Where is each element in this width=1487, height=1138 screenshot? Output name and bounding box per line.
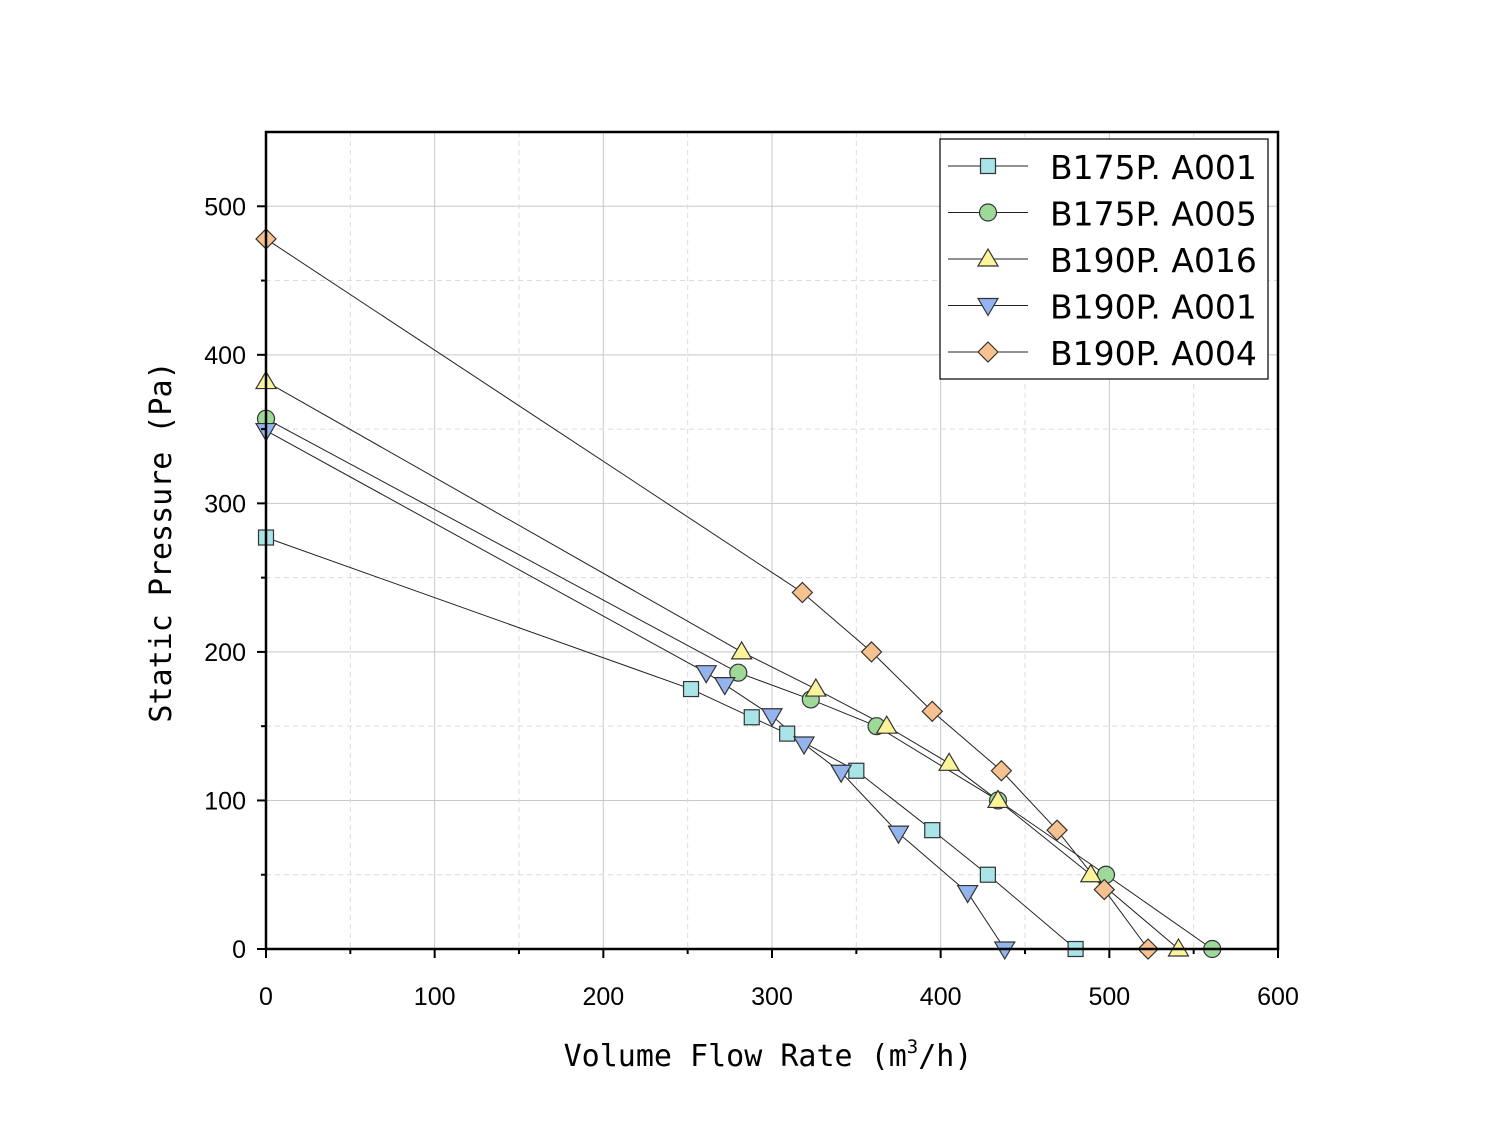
legend-label: B190P. A001 [1050, 288, 1257, 327]
y-tick-label: 200 [204, 639, 246, 667]
series-5-point [791, 581, 814, 604]
series-4-point [830, 764, 853, 784]
series-5-point [921, 700, 944, 723]
x-tick-label: 200 [582, 983, 624, 1011]
x-axis-title-superscript: 3 [907, 1036, 918, 1058]
series-1-point [743, 709, 760, 726]
series-line-3 [265, 381, 1179, 950]
series-4-point [695, 665, 718, 684]
series-markers [254, 228, 1222, 961]
y-tick-label: 400 [204, 342, 246, 370]
x-tick-label: 0 [259, 983, 273, 1011]
series-1-point [682, 680, 700, 698]
series-3-point [730, 640, 753, 660]
legend-label: B175P. A001 [1050, 148, 1257, 187]
legend-marker [978, 203, 998, 222]
x-tick-label: 100 [414, 983, 456, 1011]
x-axis-title: Volume Flow Rate (m3/h) [564, 1036, 973, 1074]
series-1-point [979, 866, 996, 883]
legend-label: B175P. A005 [1050, 195, 1257, 234]
series-3-point [1079, 863, 1102, 883]
y-tick-label: 500 [204, 193, 246, 221]
x-axis-title-main: Volume Flow Rate (m [564, 1039, 907, 1074]
series-4-point [760, 708, 784, 727]
series-1-point [779, 725, 796, 742]
series-1-point [848, 762, 865, 779]
y-tick-label: 100 [204, 787, 246, 815]
legend-marker [977, 341, 999, 363]
series-4-point [887, 825, 910, 845]
x-tick-label: 500 [1088, 983, 1130, 1011]
series-line-1 [265, 537, 1076, 950]
legend: B175P. A001 B175P. A005 B190P. A016 B190P. … [939, 138, 1269, 380]
x-tick-label: 300 [751, 983, 793, 1011]
legend-marker [979, 157, 997, 175]
ticks [257, 205, 1279, 958]
series-4-point [956, 884, 979, 904]
series-3-point [986, 789, 1010, 809]
y-tick-label: 300 [204, 490, 246, 518]
y-tick-label: 0 [232, 936, 246, 964]
series-4-point [792, 736, 816, 756]
series-5-point [1046, 819, 1068, 842]
legend-label: B190P. A016 [1050, 241, 1257, 280]
series-3-point [804, 677, 827, 697]
legend-marker [976, 297, 1000, 317]
series-3-point [875, 714, 898, 734]
series-4-point [713, 676, 736, 696]
tick-labels: 0 100 200 300 400 500 600 0 100 200 300 400 500 [204, 193, 1299, 1011]
series-1-point [924, 822, 941, 839]
series-5-point [1093, 878, 1116, 901]
legend-label: B190P. A004 [1050, 334, 1257, 373]
y-axis-title: Static Pressure (Pa) [144, 361, 179, 722]
x-axis-title-tail: /h) [918, 1039, 972, 1074]
series-5-point [860, 641, 883, 663]
series-5-point [990, 759, 1013, 782]
legend-marker [976, 247, 1000, 267]
series-2-point [729, 663, 748, 682]
series-3-point [938, 752, 961, 771]
series-4-point [993, 941, 1016, 961]
x-tick-label: 400 [920, 983, 962, 1011]
x-tick-label: 600 [1257, 983, 1299, 1011]
series-3-point [1167, 937, 1190, 957]
